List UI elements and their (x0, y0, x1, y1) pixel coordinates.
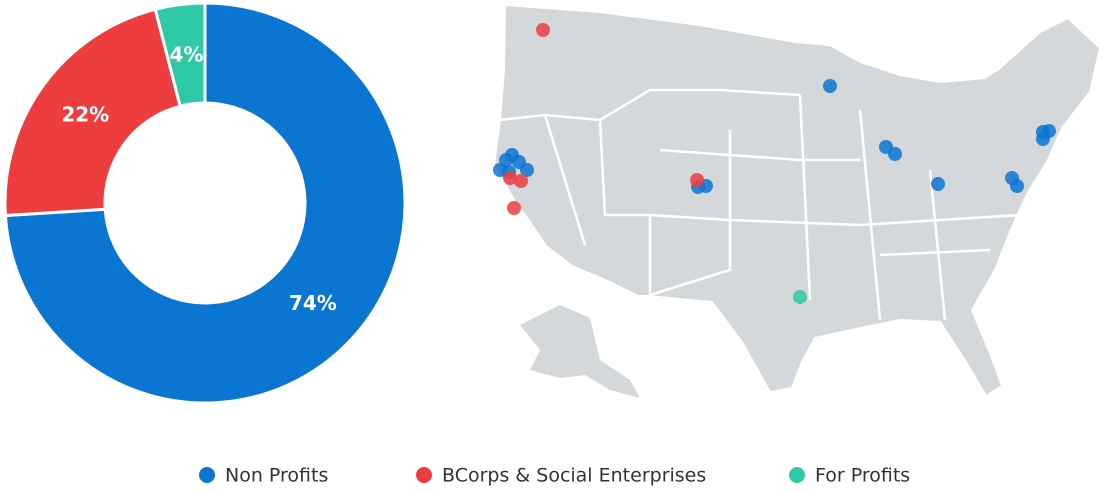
state-line (649, 130, 732, 297)
map-land (492, 3, 1102, 398)
map-dot (793, 290, 807, 304)
state-line (879, 248, 991, 257)
state-line (928, 169, 947, 321)
map-dot (503, 171, 517, 185)
map-dot (1036, 132, 1050, 146)
pie-slice (3, 1, 407, 405)
map-dot (931, 177, 945, 191)
state-line (598, 119, 1021, 227)
state-line (499, 113, 587, 246)
map-dot (536, 23, 550, 37)
state-line (659, 148, 860, 162)
map-dot (888, 147, 902, 161)
state-line (544, 88, 801, 122)
map-dot (1010, 179, 1024, 193)
legend-swatch (416, 467, 432, 483)
legend-swatch (789, 467, 805, 483)
state-line (798, 94, 812, 301)
map-dot (514, 174, 528, 188)
map-dots (493, 23, 1056, 304)
slice-label: 22% (61, 103, 109, 127)
state-line (858, 109, 882, 321)
map-dot (823, 79, 837, 93)
pie-slice (3, 7, 182, 218)
map-dot (520, 163, 534, 177)
map-alaska (520, 305, 640, 398)
us-map (492, 3, 1102, 398)
legend-label: BCorps & Social Enterprises (442, 465, 706, 487)
legend-label: For Profits (815, 465, 910, 487)
map-dot (690, 173, 704, 187)
slice-label: 4% (169, 43, 203, 67)
legend-label: Non Profits (225, 465, 328, 487)
map-dot (507, 201, 521, 215)
state-lines (499, 88, 1021, 321)
legend-swatch (199, 467, 215, 483)
pie-slice (153, 1, 207, 108)
slice-label: 74% (289, 291, 337, 315)
